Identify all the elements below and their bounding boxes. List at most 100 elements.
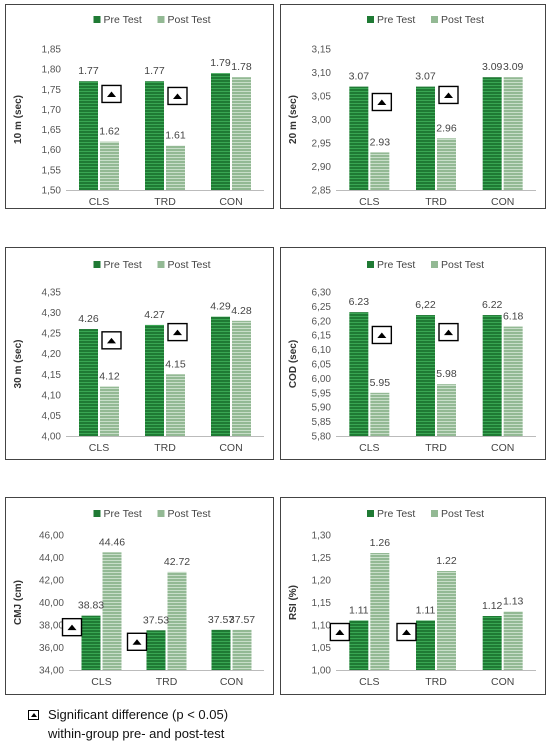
legend: Pre Test Post Test (93, 259, 211, 271)
bar-pre-trd (416, 315, 435, 436)
x-category-label: CON (491, 196, 514, 208)
legend-swatch-post (431, 261, 438, 268)
bar-post-con (503, 611, 523, 670)
x-category-label: CON (219, 196, 242, 208)
x-category-label: TRD (156, 676, 178, 688)
y-axis-label: 10 m (sec) (13, 95, 24, 144)
y-tick-label: 38,00 (39, 621, 64, 632)
data-label-pre: 1.77 (144, 65, 165, 77)
bar-post-cls (100, 386, 119, 436)
bar-post-cls (370, 392, 390, 436)
significance-marker-icon (126, 632, 148, 651)
y-tick-label: 40,00 (39, 598, 64, 609)
y-tick-label: 44,00 (39, 553, 64, 564)
x-category-label: CLS (91, 676, 111, 688)
legend: Pre Test Post Test (367, 14, 484, 26)
bar-post-trd (166, 374, 185, 436)
bar-pre-trd (145, 324, 164, 436)
data-label-post: 4.15 (165, 358, 186, 370)
chart-svg-10m: Pre Test Post Test 1,50 1,55 1,60 1,65 1,70 1,7… (13, 14, 264, 208)
y-tick-label: 3,10 (312, 68, 332, 79)
chart-svg-30m: Pre Test Post Test 4,00 4,05 4,10 4,15 4,20 4,2… (13, 259, 264, 454)
legend-label-post: Post Test (441, 259, 484, 271)
bar-post-cls (370, 152, 390, 190)
legend-swatch-post (431, 16, 438, 23)
y-tick-label: 1,75 (42, 85, 62, 96)
data-label-pre: 4.26 (78, 313, 99, 325)
x-category-label: CLS (89, 196, 109, 208)
data-label-pre: 1.77 (78, 65, 99, 77)
y-tick-label: 5,95 (312, 388, 332, 399)
y-tick-label: 6,00 (312, 374, 332, 385)
data-label-post: 1.26 (370, 537, 391, 549)
y-tick-label: 1,70 (42, 105, 62, 116)
legend-label-post: Post Test (168, 508, 211, 520)
bar-pre-con (482, 77, 502, 190)
y-tick-label: 42,00 (39, 576, 64, 587)
bar-post-con (232, 629, 252, 670)
data-label-pre: 3.09 (482, 61, 503, 73)
y-tick-label: 4,30 (42, 308, 62, 319)
y-axis-label: 20 m (sec) (288, 95, 299, 144)
y-tick-label: 3,05 (312, 92, 332, 103)
legend-label-post: Post Test (441, 14, 484, 26)
y-tick-label: 1,20 (312, 576, 332, 587)
y-tick-label: 1,50 (42, 186, 62, 197)
data-label-pre: 4.27 (144, 309, 165, 321)
footnote-line-2: within-group pre- and post-test (48, 726, 225, 741)
chart-panel-30m: Pre Test Post Test 4,00 4,05 4,10 4,15 4,20 4,2… (5, 247, 274, 460)
y-axis-label: CMJ (cm) (13, 580, 24, 625)
y-tick-label: 6,05 (312, 360, 332, 371)
bar-post-trd (166, 145, 185, 190)
bar-pre-con (211, 316, 230, 436)
data-label-post: 2.96 (436, 122, 457, 134)
x-category-label: CON (491, 442, 514, 454)
data-label-pre: 1.11 (416, 605, 436, 617)
y-tick-label: 46,00 (39, 531, 64, 542)
legend-swatch-pre (367, 261, 374, 268)
bar-pre-cls (349, 620, 369, 670)
data-label-post: 5.98 (436, 368, 457, 380)
y-tick-label: 4,05 (42, 411, 62, 422)
bar-post-cls (102, 552, 122, 670)
data-label-post: 42.72 (164, 556, 190, 568)
y-axis-label: 30 m (sec) (13, 340, 24, 389)
bar-pre-cls (349, 312, 369, 436)
data-label-post: 4.12 (99, 371, 120, 383)
bar-post-con (232, 320, 251, 436)
legend-swatch-post (157, 261, 165, 268)
significance-marker-icon (438, 322, 459, 342)
y-tick-label: 4,25 (42, 329, 62, 340)
y-tick-label: 1,00 (312, 666, 332, 677)
y-tick-label: 6,10 (312, 345, 332, 356)
chart-panel-rsi: Pre Test Post Test 1,00 1,05 1,10 1,15 1,20 1,2… (280, 497, 546, 695)
y-tick-label: 4,10 (42, 390, 62, 401)
y-tick-label: 2,90 (312, 162, 332, 173)
significance-marker-icon (101, 84, 122, 104)
y-tick-label: 2,85 (312, 186, 332, 197)
chart-svg-20m: Pre Test Post Test 2,85 2,90 2,95 3,00 3,05 3,1… (288, 14, 536, 208)
data-label-post: 44.46 (99, 536, 125, 548)
data-label-post: 1.22 (436, 555, 457, 567)
bar-pre-trd (145, 81, 164, 190)
chart-panel-cmj: Pre Test Post Test 34,00 36,00 38,00 40,00 42,… (5, 497, 274, 695)
data-label-post: 2.93 (370, 136, 391, 148)
data-label-post: 1.62 (99, 126, 120, 138)
bar-pre-cls (79, 329, 98, 436)
significance-marker-icon (167, 86, 188, 106)
significance-marker-icon (371, 325, 393, 345)
legend: Pre Test Post Test (93, 14, 211, 26)
bar-post-trd (167, 571, 187, 670)
y-tick-label: 1,30 (312, 531, 332, 542)
data-label-post: 1.61 (165, 130, 186, 142)
data-label-post: 6.18 (503, 311, 524, 323)
y-tick-label: 4,20 (42, 349, 62, 360)
data-label-pre: 1.79 (210, 57, 231, 69)
bar-pre-con (211, 73, 230, 190)
y-tick-label: 3,15 (312, 45, 332, 56)
y-tick-label: 5,80 (312, 432, 332, 443)
legend-swatch-pre (367, 16, 374, 23)
x-category-label: CON (491, 676, 514, 688)
bar-pre-trd (416, 620, 435, 670)
legend: Pre Test Post Test (93, 508, 211, 520)
